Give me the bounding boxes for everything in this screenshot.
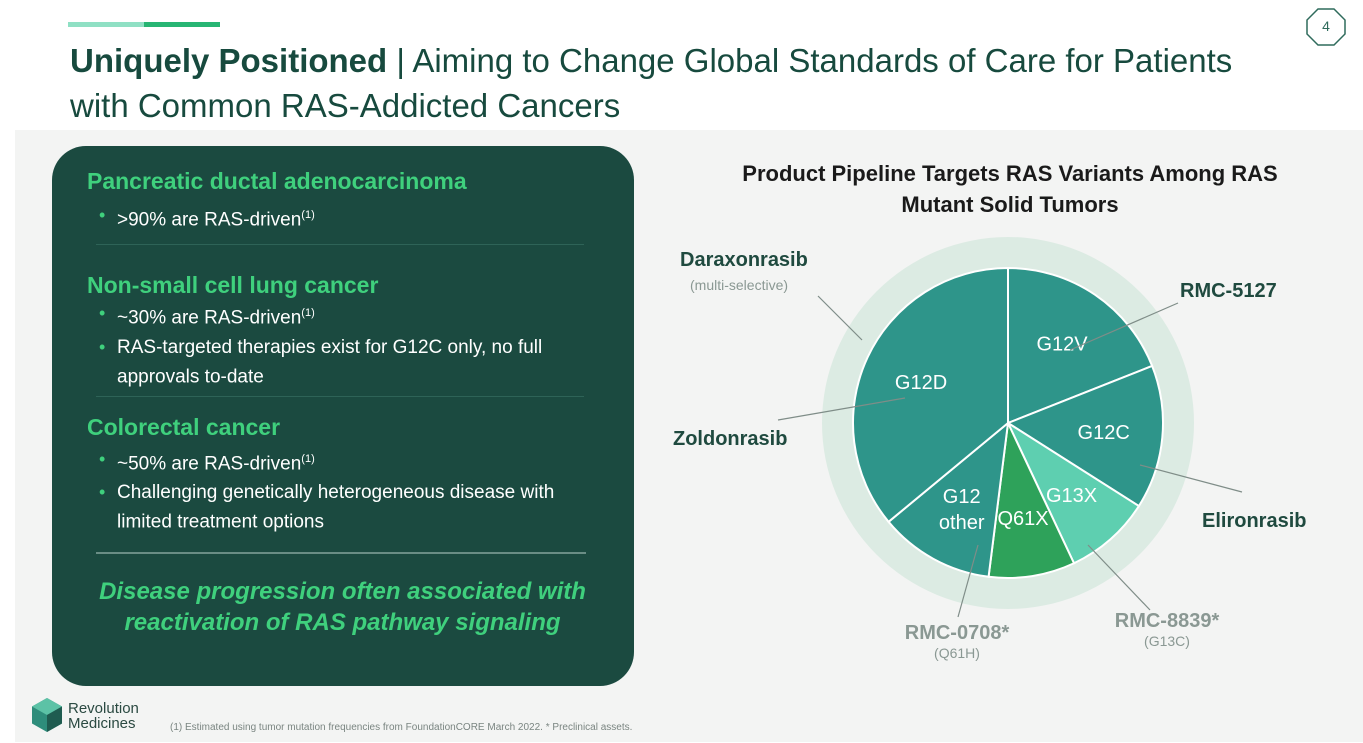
drug-name: Elironrasib bbox=[1202, 510, 1307, 532]
slice-label: Q61X bbox=[997, 508, 1048, 530]
drug-label-daraxonrasib: Daraxonrasib bbox=[680, 249, 808, 272]
tagline: Disease progression often associated wit… bbox=[99, 578, 586, 636]
slice-label: G12C bbox=[1078, 422, 1130, 444]
indication-card: Pancreatic ductal adenocarcinoma >90% ar… bbox=[52, 146, 634, 686]
drug-label-rmc-5127: RMC-5127 bbox=[1180, 280, 1277, 303]
drug-name: Daraxonrasib bbox=[680, 249, 808, 271]
section-title: Non-small cell lung cancer bbox=[87, 272, 379, 298]
page-number-badge: 4 bbox=[1306, 8, 1346, 46]
leader-line-rmc-8839 bbox=[1087, 544, 1151, 611]
company-logo: Revolution Medicines bbox=[30, 697, 160, 737]
drug-sub: (G13C) bbox=[1144, 633, 1190, 649]
logo-line-1: Revolution bbox=[68, 700, 139, 717]
logo-hexagon-icon bbox=[32, 698, 62, 732]
section-nsclc: Non-small cell lung cancer ~30% are RAS-… bbox=[87, 272, 607, 390]
drug-name: RMC-0708* bbox=[904, 622, 1010, 644]
drug-name: RMC-5127 bbox=[1180, 280, 1277, 302]
page-title-bold: Uniquely Positioned bbox=[70, 42, 388, 79]
leader-lines bbox=[777, 295, 1243, 618]
bullet-text: Challenging genetically heterogeneous di… bbox=[117, 482, 555, 533]
drug-label-rmc-0708: RMC-0708* (Q61H) bbox=[887, 622, 1027, 661]
bullet-item: ~30% are RAS-driven(1) bbox=[87, 301, 607, 330]
accent-bar bbox=[68, 22, 220, 27]
tagline-divider bbox=[96, 552, 586, 554]
page-title-rest: Aiming to Change Global Standards of Car… bbox=[70, 42, 1233, 124]
leader-line-zoldonrasib bbox=[777, 397, 906, 421]
pie-slice-g12d bbox=[852, 266, 1009, 524]
bullet-item: Challenging genetically heterogeneous di… bbox=[87, 480, 607, 534]
leader-line-rmc-5127 bbox=[1069, 302, 1179, 351]
section-divider bbox=[96, 244, 584, 245]
drug-label-elironrasib: Elironrasib bbox=[1202, 510, 1306, 533]
pie-slice-g12c bbox=[1005, 364, 1165, 508]
pie-slice-q61x bbox=[987, 419, 1076, 580]
drug-name: RMC-8839* bbox=[1114, 610, 1220, 632]
slice-label: G12 other bbox=[939, 486, 985, 534]
footnote-ref: (1) bbox=[301, 307, 315, 319]
footnote: (1) Estimated using tumor mutation frequ… bbox=[170, 722, 633, 733]
bullet-item: ~50% are RAS-driven(1) bbox=[87, 447, 607, 476]
bullet-text: >90% are RAS-driven bbox=[117, 209, 302, 231]
section-crc: Colorectal cancer ~50% are RAS-driven(1)… bbox=[87, 414, 607, 535]
drug-sub: (Q61H) bbox=[934, 645, 980, 661]
chart-title: Product Pipeline Targets RAS Variants Am… bbox=[742, 161, 1278, 217]
slice-label: G12V bbox=[1036, 334, 1088, 356]
page-title-separator: | bbox=[396, 42, 405, 79]
leader-line-rmc-0708 bbox=[957, 544, 979, 618]
bullet-item: >90% are RAS-driven(1) bbox=[87, 203, 607, 232]
drug-label-rmc-8839: RMC-8839* (G13C) bbox=[1097, 610, 1237, 649]
slice-label: G13X bbox=[1046, 485, 1097, 507]
slice-label: G12D bbox=[895, 372, 947, 394]
leader-line-elironrasib bbox=[1139, 464, 1243, 493]
logo-line-2: Medicines bbox=[68, 715, 136, 732]
footnote-ref: (1) bbox=[301, 209, 315, 221]
leader-line-daraxonrasib bbox=[817, 295, 863, 341]
bullet-text: RAS-targeted therapies exist for G12C on… bbox=[117, 337, 543, 388]
bullet-text: ~50% are RAS-driven bbox=[117, 453, 302, 475]
drug-sub-daraxonrasib: (multi-selective) bbox=[690, 277, 789, 293]
pie-slice-g12-other bbox=[887, 420, 1010, 578]
page-title: Uniquely Positioned | Aiming to Change G… bbox=[70, 38, 1290, 128]
footnote-ref: (1) bbox=[301, 453, 315, 465]
drug-label-zoldonrasib: Zoldonrasib bbox=[673, 428, 787, 451]
section-pdac: Pancreatic ductal adenocarcinoma >90% ar… bbox=[87, 168, 607, 232]
bullet-text: ~30% are RAS-driven bbox=[117, 307, 302, 329]
bullet-item: RAS-targeted therapies exist for G12C on… bbox=[87, 335, 607, 389]
page-number: 4 bbox=[1322, 18, 1330, 34]
drug-name: Zoldonrasib bbox=[673, 428, 788, 450]
section-divider bbox=[96, 396, 584, 397]
section-title: Pancreatic ductal adenocarcinoma bbox=[87, 168, 467, 194]
section-title: Colorectal cancer bbox=[87, 414, 281, 440]
pie-slice-g13x bbox=[1005, 420, 1141, 565]
